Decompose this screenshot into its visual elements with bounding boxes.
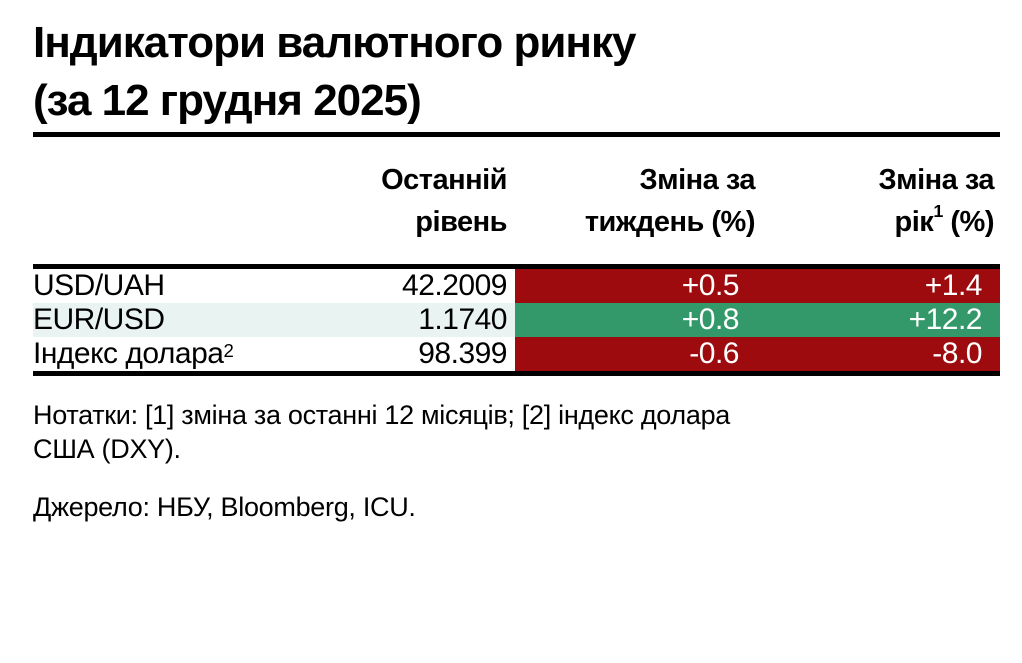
header-year-change-line1: Зміна за (878, 163, 994, 196)
title-divider-rule (33, 132, 1000, 137)
footnotes-line-2: США (DXY). (33, 434, 181, 464)
year-change-value: -8.0 (757, 337, 1000, 371)
table-row: Індекс долара 2 98.399 -0.6 -8.0 (33, 337, 1000, 371)
year-change-value: +12.2 (757, 303, 1000, 337)
instrument-label: USD/UAH (33, 269, 330, 303)
source-text: Джерело: НБУ, Bloomberg, ICU. (33, 492, 416, 522)
page-title: Індикатори валютного ринку (за 12 грудня … (33, 0, 1000, 130)
instrument-label: Індекс долара 2 (33, 337, 234, 370)
title-line-1: Індикатори валютного ринку (33, 18, 636, 67)
instrument-name: USD/UAH (33, 269, 165, 302)
header-instrument-blank (33, 137, 330, 264)
title-line-2: (за 12 грудня 2025) (33, 76, 422, 125)
footnotes-text: Нотатки: [1] зміна за останні 12 місяців… (33, 398, 1000, 466)
header-week-change-line2: тиждень (%) (584, 205, 756, 238)
instrument-label: EUR/USD (33, 303, 330, 337)
table-bottom-rule (33, 371, 1000, 376)
header-week-change: Зміна за тиждень (%) (515, 137, 757, 264)
year-change-value: +1.4 (757, 269, 1000, 303)
last-level-value: 42.2009 (402, 269, 507, 302)
header-last-level-line2: рівень (415, 205, 507, 238)
header-divider-rule (33, 264, 1000, 269)
header-year-change: Зміна за рік1 (%) (757, 137, 1000, 264)
header-year-word: рік (894, 205, 934, 238)
table-header-row: Останній рівень Зміна за тиждень (%) Змі… (33, 137, 1000, 264)
instrument-name: Індекс долара (33, 337, 224, 370)
table-row: USD/UAH 42.2009 +0.5 +1.4 (33, 269, 1000, 303)
footnote-marker-1: 1 (933, 201, 943, 222)
header-year-unit: (%) (942, 205, 994, 238)
header-last-level: Останній рівень (330, 137, 515, 264)
week-change-value: -0.6 (515, 337, 757, 371)
week-change-value: +0.8 (515, 303, 757, 337)
header-year-change-line2: рік1 (%) (757, 201, 995, 243)
table-row: EUR/USD 1.1740 +0.8 +12.2 (33, 303, 1000, 337)
header-week-change-line1: Зміна за (639, 163, 755, 196)
instrument-name: EUR/USD (33, 303, 165, 336)
last-level-value: 98.399 (418, 337, 507, 370)
week-change-value: +0.5 (515, 269, 757, 303)
header-last-level-line1: Останній (381, 163, 507, 196)
last-level-value: 1.1740 (330, 303, 515, 337)
footnotes-line-1: Нотатки: [1] зміна за останні 12 місяців… (33, 400, 730, 430)
